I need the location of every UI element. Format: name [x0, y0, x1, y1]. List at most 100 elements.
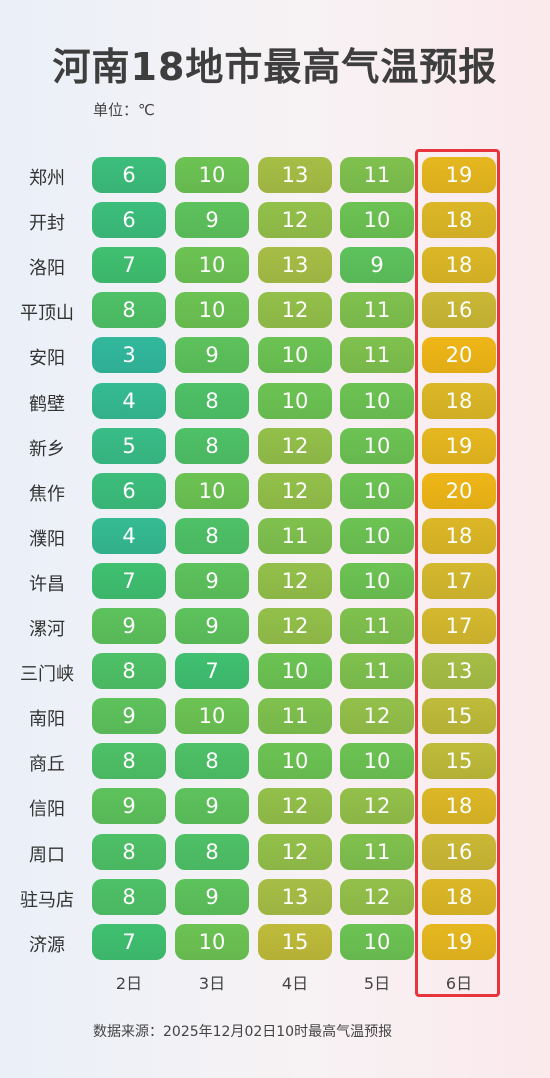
temperature-cell: 9 [175, 202, 249, 239]
temperature-cell: 7 [92, 923, 166, 960]
city-label: 鹤壁 [29, 393, 65, 415]
temperature-cell: 20 [422, 337, 496, 374]
temperature-cell: 18 [422, 202, 496, 239]
city-label: 洛阳 [29, 258, 65, 280]
temperature-cell: 7 [175, 653, 249, 690]
temperature-cell: 10 [340, 743, 414, 780]
temperature-cell: 10 [175, 698, 249, 735]
temperature-cell: 9 [175, 788, 249, 825]
city-label: 南阳 [29, 709, 65, 731]
city-label: 平顶山 [20, 303, 74, 325]
temperature-cell: 10 [340, 923, 414, 960]
temperature-cell: 9 [175, 878, 249, 915]
temperature-cell: 10 [175, 923, 249, 960]
temperature-cell: 12 [258, 788, 332, 825]
temperature-cell: 10 [175, 292, 249, 329]
city-label: 周口 [29, 844, 65, 866]
city-label: 漯河 [29, 619, 65, 640]
temperature-cell: 7 [92, 247, 166, 284]
temperature-cell: 4 [92, 382, 166, 419]
temperature-cell: 10 [340, 517, 414, 554]
temperature-cell: 18 [422, 247, 496, 284]
temperature-cell: 13 [258, 157, 332, 193]
temperature-cell: 8 [92, 833, 166, 870]
temperature-cell: 15 [258, 923, 332, 960]
temperature-cell: 6 [92, 157, 166, 193]
temperature-cell: 10 [258, 653, 332, 690]
unit-label: 单位：℃ [93, 101, 155, 119]
temperature-cell: 3 [92, 337, 166, 374]
temperature-cell: 18 [422, 517, 496, 554]
temperature-cell: 7 [92, 562, 166, 599]
temperature-cell: 10 [175, 472, 249, 509]
temperature-cell: 10 [175, 247, 249, 284]
temperature-cell: 16 [422, 292, 496, 329]
temperature-cell: 8 [92, 743, 166, 780]
temperature-cell: 12 [340, 698, 414, 735]
temperature-cell: 8 [92, 653, 166, 690]
temperature-cell: 10 [258, 337, 332, 374]
temperature-cell: 10 [340, 382, 414, 419]
temperature-cell: 13 [422, 653, 496, 690]
temperature-cell: 12 [258, 292, 332, 329]
temperature-cell: 11 [340, 157, 414, 193]
temperature-cell: 9 [175, 562, 249, 599]
day-label: 5日 [363, 974, 391, 993]
city-label: 濮阳 [29, 528, 65, 550]
temperature-cell: 11 [340, 608, 414, 644]
temperature-cell: 12 [258, 833, 332, 870]
city-label: 三门峡 [20, 664, 74, 686]
temperature-cell: 10 [340, 562, 414, 599]
temperature-cell: 13 [258, 878, 332, 915]
temperature-cell: 11 [340, 292, 414, 329]
temperature-cell: 8 [175, 382, 249, 419]
temperature-cell: 10 [340, 472, 414, 509]
city-label: 许昌 [29, 573, 65, 595]
day-label: 3日 [198, 974, 226, 993]
temperature-cell: 18 [422, 382, 496, 419]
city-label: 驻马店 [20, 889, 74, 911]
city-label: 商丘 [29, 754, 65, 776]
temperature-cell: 18 [422, 788, 496, 825]
data-source-note: 数据来源：2025年12月02日10时最高气温预报 [93, 1024, 393, 1040]
temperature-cell: 11 [340, 833, 414, 870]
city-label: 信阳 [29, 799, 65, 821]
temperature-cell: 19 [422, 427, 496, 464]
chart-title: 河南18地市最高气温预报 [52, 45, 498, 89]
temperature-cell: 12 [258, 202, 332, 239]
temperature-cell: 11 [258, 698, 332, 735]
day-label: 2日 [115, 974, 143, 993]
city-label: 开封 [29, 213, 65, 235]
temperature-cell: 16 [422, 833, 496, 870]
temperature-cell: 10 [258, 382, 332, 419]
temperature-cell: 20 [422, 472, 496, 509]
temperature-cell: 8 [92, 292, 166, 329]
city-label: 济源 [29, 934, 65, 956]
temperature-cell: 12 [340, 878, 414, 915]
temperature-cell: 18 [422, 878, 496, 915]
temperature-cell: 12 [340, 788, 414, 825]
temperature-cell: 13 [258, 247, 332, 284]
temperature-cell: 11 [340, 337, 414, 374]
temperature-cell: 6 [92, 202, 166, 239]
temperature-cell: 10 [340, 427, 414, 464]
temperature-cell: 5 [92, 427, 166, 464]
temperature-cell: 8 [175, 427, 249, 464]
temperature-cell: 8 [175, 743, 249, 780]
temperature-cell: 8 [175, 517, 249, 554]
temperature-cell: 9 [92, 698, 166, 735]
temperature-cell: 19 [422, 923, 496, 960]
city-label: 焦作 [29, 483, 65, 505]
temperature-cell: 19 [422, 157, 496, 193]
temperature-cell: 17 [422, 562, 496, 599]
temperature-cell: 11 [340, 653, 414, 690]
temperature-cell: 4 [92, 517, 166, 554]
temperature-cell: 15 [422, 743, 496, 780]
city-label: 新乡 [29, 438, 65, 460]
temperature-cell: 9 [92, 788, 166, 825]
temperature-cell: 12 [258, 472, 332, 509]
highlight-frame [415, 149, 500, 997]
temperature-cell: 9 [340, 247, 414, 284]
temperature-cell: 8 [175, 833, 249, 870]
temperature-cell: 10 [340, 202, 414, 239]
